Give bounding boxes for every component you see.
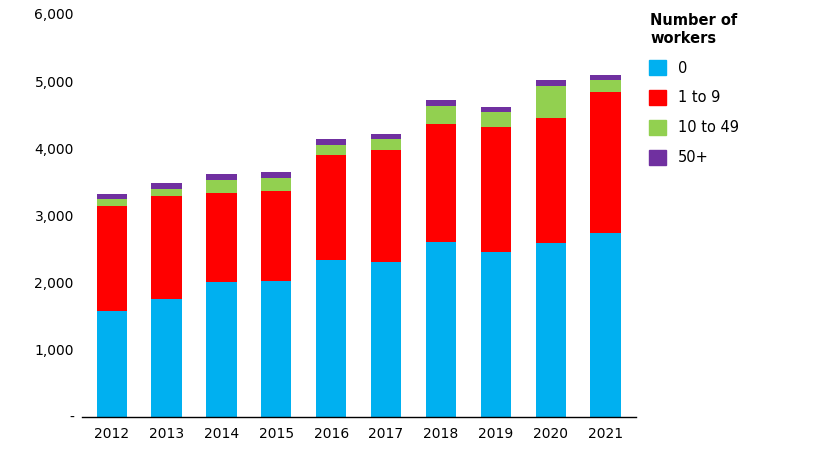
- Bar: [316, 260, 346, 417]
- Bar: [206, 180, 236, 193]
- Bar: [371, 150, 401, 262]
- Bar: [425, 100, 456, 106]
- Bar: [152, 183, 182, 189]
- Bar: [481, 252, 511, 417]
- Bar: [261, 281, 292, 417]
- Bar: [97, 206, 127, 311]
- Bar: [535, 86, 566, 118]
- Bar: [316, 145, 346, 155]
- Bar: [590, 75, 620, 81]
- Bar: [371, 139, 401, 150]
- Bar: [425, 106, 456, 124]
- Bar: [590, 92, 620, 233]
- Bar: [535, 244, 566, 417]
- Bar: [481, 106, 511, 112]
- Bar: [481, 112, 511, 127]
- Bar: [97, 311, 127, 417]
- Bar: [206, 193, 236, 282]
- Bar: [535, 118, 566, 244]
- Bar: [425, 124, 456, 242]
- Bar: [206, 175, 236, 180]
- Bar: [590, 233, 620, 417]
- Bar: [316, 155, 346, 260]
- Bar: [261, 191, 292, 281]
- Bar: [97, 194, 127, 199]
- Bar: [206, 282, 236, 417]
- Bar: [152, 196, 182, 299]
- Legend: 0, 1 to 9, 10 to 49, 50+: 0, 1 to 9, 10 to 49, 50+: [649, 13, 738, 165]
- Bar: [97, 199, 127, 206]
- Bar: [590, 81, 620, 92]
- Bar: [481, 127, 511, 252]
- Bar: [261, 178, 292, 191]
- Bar: [425, 242, 456, 417]
- Bar: [535, 81, 566, 86]
- Bar: [371, 262, 401, 417]
- Bar: [152, 189, 182, 196]
- Bar: [261, 172, 292, 178]
- Bar: [152, 299, 182, 417]
- Bar: [316, 139, 346, 145]
- Bar: [371, 134, 401, 139]
